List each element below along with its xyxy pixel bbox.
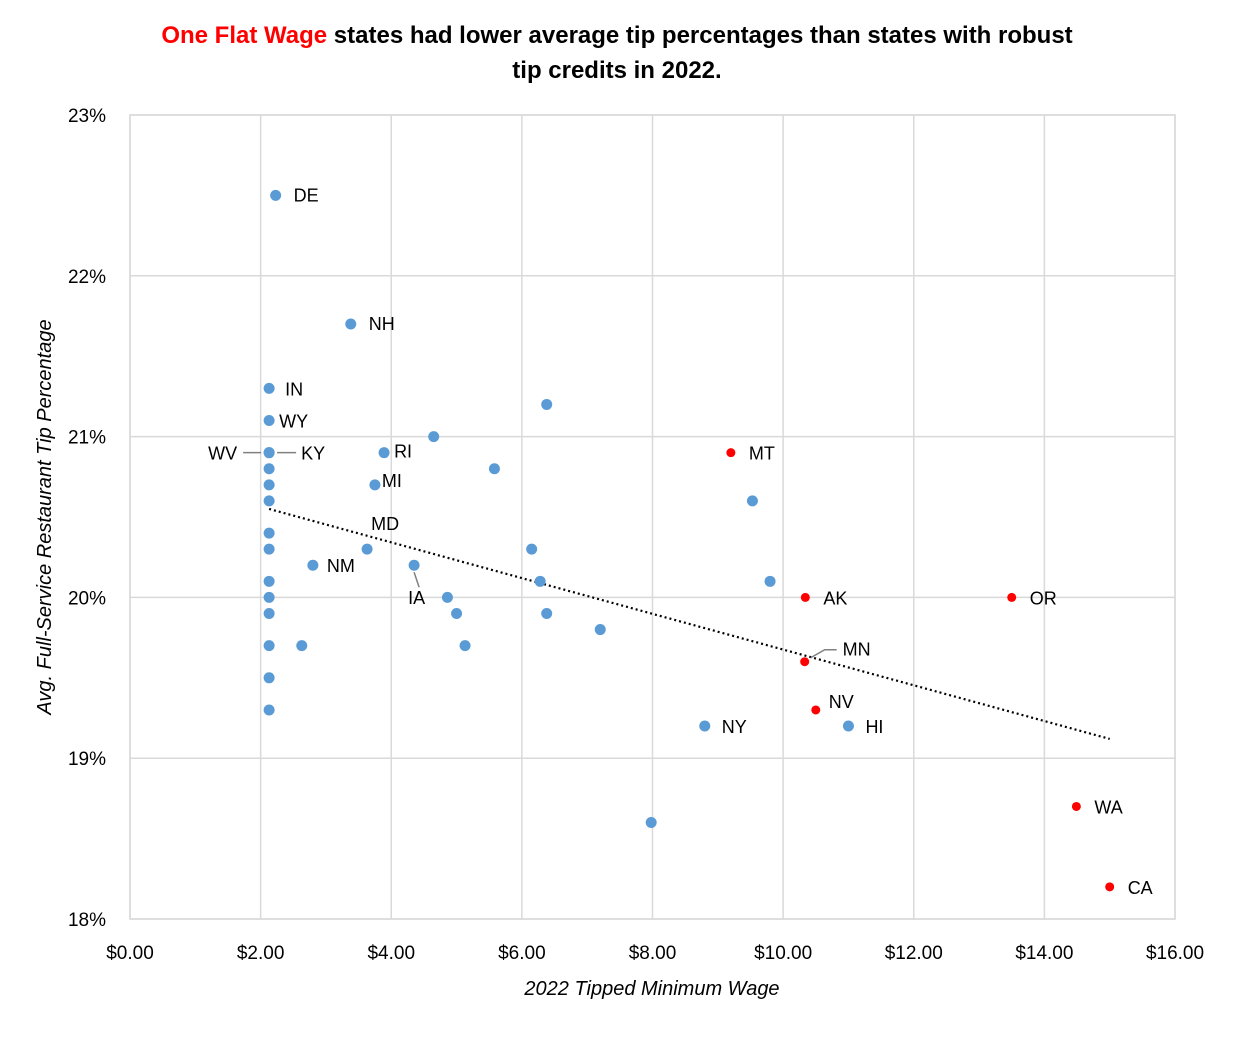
data-point-nv [811, 705, 821, 715]
y-tick-label: 21% [68, 428, 106, 449]
point-label-ny: NY [722, 717, 747, 737]
trendline-layer [268, 507, 1110, 740]
point-label-in: IN [285, 379, 303, 399]
x-tick-label: $4.00 [367, 943, 415, 964]
point-label-ca: CA [1128, 878, 1153, 898]
data-point-unlabeled [263, 640, 275, 652]
gridlines [129, 114, 1176, 920]
data-point-unlabeled [488, 463, 500, 475]
x-axis-title: 2022 Tipped Minimum Wage [523, 978, 779, 1000]
data-point-unlabeled [263, 463, 275, 475]
data-point-unlabeled [263, 479, 275, 491]
point-label-mi: MI [382, 471, 402, 491]
data-point-unlabeled [526, 543, 538, 555]
leader-line-ia [413, 572, 420, 588]
data-point-unlabeled [594, 624, 606, 636]
x-tick-label: $8.00 [629, 943, 677, 964]
data-point-unlabeled [645, 817, 657, 829]
x-tick-label: $2.00 [237, 943, 285, 964]
data-point-unlabeled [263, 704, 275, 716]
data-point-wa [1071, 801, 1081, 811]
point-label-ky: KY [301, 444, 325, 464]
data-point-unlabeled [764, 575, 776, 587]
data-point-unlabeled [746, 495, 758, 507]
data-point-unlabeled [451, 607, 463, 619]
data-point-ky [263, 447, 275, 459]
point-label-hi: HI [865, 717, 883, 737]
point-labels: DE NH IN WY WV KY NM MD MI RI IA NY HI MT AK MN NV OR WA CA [208, 185, 1153, 897]
data-point-ca [1105, 882, 1115, 892]
point-label-ak: AK [823, 588, 847, 608]
data-point-md [361, 543, 373, 555]
y-tick-label: 22% [68, 267, 106, 288]
x-tick-label: $12.00 [885, 943, 943, 964]
data-point-ak [800, 592, 810, 602]
chart-title-line2: tip credits in 2022. [512, 57, 721, 84]
data-point-unlabeled [263, 591, 275, 603]
data-points [263, 189, 1115, 892]
data-point-unlabeled [263, 672, 275, 684]
point-label-ri: RI [394, 442, 412, 462]
chart-title-rest: states had lower average tip percentages… [327, 22, 1073, 49]
data-point-nm [307, 559, 319, 571]
data-point-ri [378, 447, 390, 459]
data-point-unlabeled [263, 495, 275, 507]
data-point-unlabeled [541, 398, 553, 410]
point-label-de: DE [294, 185, 319, 205]
label-leader-lines [243, 451, 837, 659]
chart-title: One Flat Wage states had lower average t… [161, 22, 1072, 49]
data-point-nh [345, 318, 357, 330]
point-label-mn: MN [843, 640, 871, 660]
data-point-unlabeled [263, 543, 275, 555]
axis-ticks: $0.00 $2.00 $4.00 $6.00 $8.00 $10.00 $12.00 $14… [68, 106, 1204, 964]
data-point-unlabeled [534, 575, 546, 587]
y-tick-label: 18% [68, 910, 106, 931]
data-point-unlabeled [263, 607, 275, 619]
x-tick-label: $0.00 [106, 943, 154, 964]
data-point-in [263, 382, 275, 394]
data-point-mn [800, 657, 810, 667]
y-tick-label: 20% [68, 588, 106, 609]
data-point-mt [726, 448, 736, 458]
leader-line-mn [810, 648, 837, 659]
data-point-unlabeled [541, 607, 553, 619]
data-point-unlabeled [296, 640, 308, 652]
y-axis-title: Avg. Full-Service Restaurant Tip Percent… [34, 319, 56, 715]
y-tick-label: 23% [68, 106, 106, 127]
point-label-nm: NM [327, 556, 355, 576]
data-point-ny [699, 720, 711, 732]
data-point-hi [842, 720, 854, 732]
y-tick-label: 19% [68, 749, 106, 770]
data-point-de [270, 189, 282, 201]
x-tick-label: $6.00 [498, 943, 546, 964]
point-label-or: OR [1030, 588, 1057, 608]
data-point-wy [263, 415, 275, 427]
data-point-unlabeled [459, 640, 471, 652]
point-label-wy: WY [279, 412, 308, 432]
data-point-unlabeled [441, 591, 453, 603]
data-point-unlabeled [263, 527, 275, 539]
x-tick-label: $10.00 [754, 943, 812, 964]
chart-title-highlight: One Flat Wage [161, 22, 327, 49]
point-label-nv: NV [829, 692, 854, 712]
point-label-nh: NH [369, 314, 395, 334]
data-point-or [1007, 592, 1017, 602]
point-label-mt: MT [749, 444, 775, 464]
point-label-wa: WA [1094, 797, 1122, 817]
data-point-mi [369, 479, 381, 491]
data-point-unlabeled [428, 431, 440, 443]
data-point-unlabeled [263, 575, 275, 587]
data-point-ia [408, 559, 420, 571]
trendline [268, 507, 1110, 740]
point-label-md: MD [371, 514, 399, 534]
point-label-wv: WV [208, 444, 237, 464]
x-tick-label: $14.00 [1015, 943, 1073, 964]
x-tick-label: $16.00 [1146, 943, 1204, 964]
plot-area-border [129, 114, 1176, 920]
point-label-ia: IA [408, 588, 425, 608]
